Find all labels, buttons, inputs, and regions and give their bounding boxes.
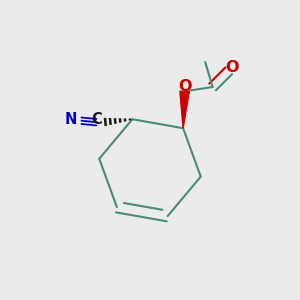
Text: N: N bbox=[65, 112, 77, 127]
Text: O: O bbox=[179, 79, 192, 94]
Text: C: C bbox=[92, 112, 102, 127]
Polygon shape bbox=[180, 91, 189, 128]
Text: O: O bbox=[225, 60, 238, 75]
